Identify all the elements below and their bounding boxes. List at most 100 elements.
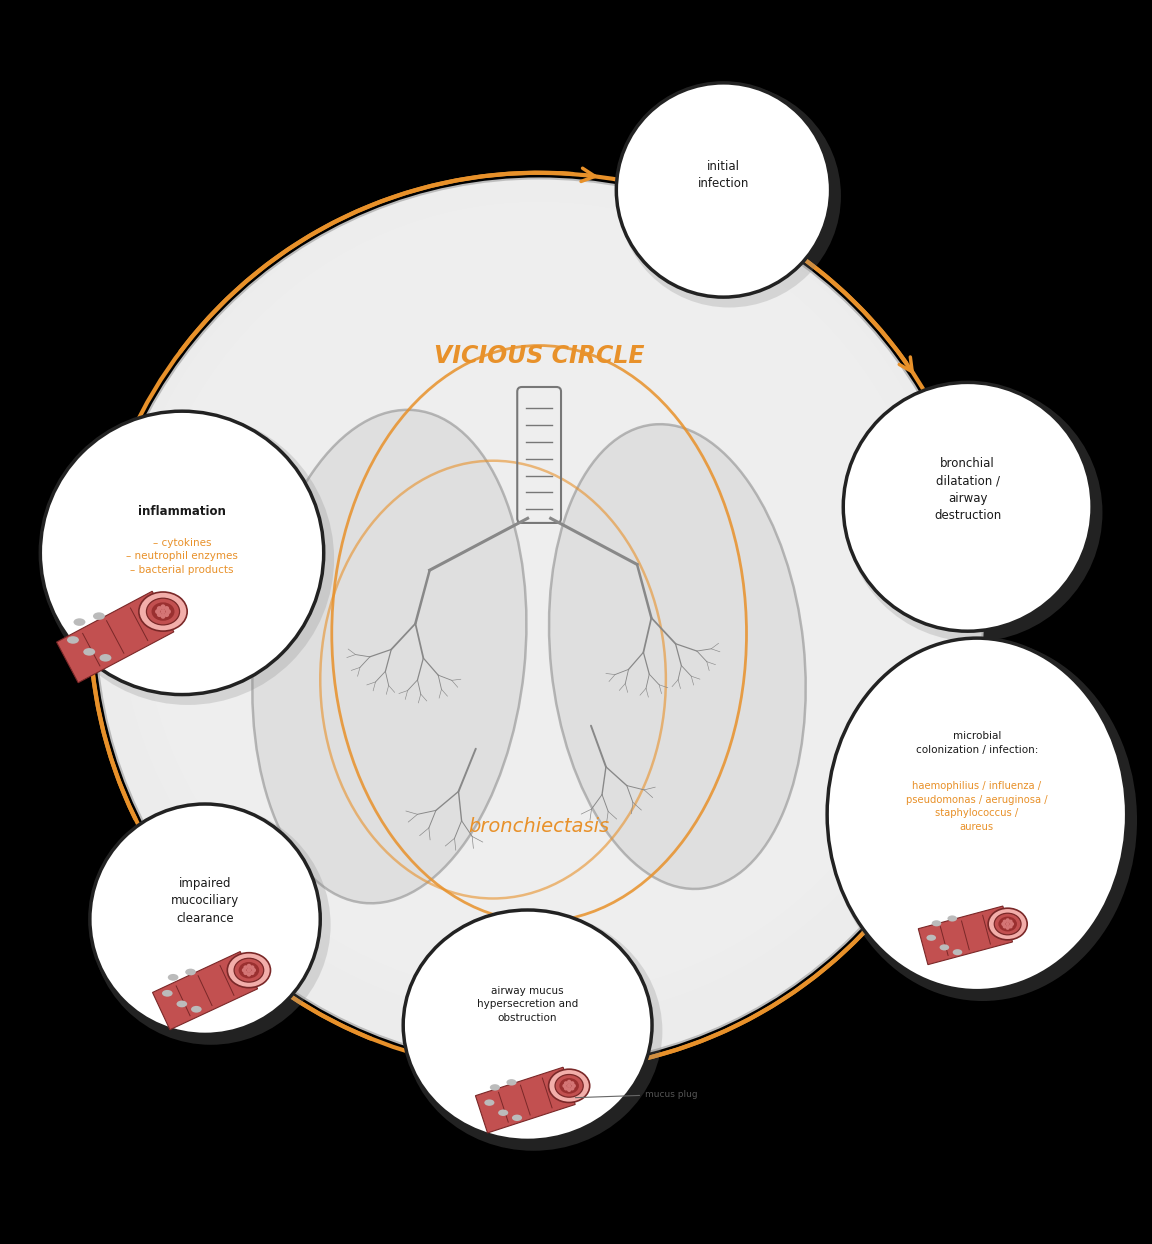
Circle shape <box>247 968 251 973</box>
Ellipse shape <box>176 1000 187 1008</box>
Ellipse shape <box>999 917 1017 932</box>
Ellipse shape <box>988 908 1028 939</box>
Ellipse shape <box>616 83 831 297</box>
Text: haemophilius / influenza /
pseudomonas / aeruginosa /
staphylococcus /
aureus: haemophilius / influenza / pseudomonas /… <box>907 781 1047 832</box>
Text: VICIOUS CIRCLE: VICIOUS CIRCLE <box>434 343 644 368</box>
Ellipse shape <box>165 225 914 973</box>
Polygon shape <box>56 591 174 683</box>
Circle shape <box>250 970 255 975</box>
Ellipse shape <box>96 178 983 1066</box>
Circle shape <box>1009 919 1013 923</box>
Circle shape <box>1001 922 1006 926</box>
Ellipse shape <box>932 921 941 927</box>
Text: inflammation: inflammation <box>138 505 226 518</box>
Ellipse shape <box>994 913 1021 934</box>
Circle shape <box>247 964 251 968</box>
Text: bronchiectasis: bronchiectasis <box>469 816 609 836</box>
Circle shape <box>1002 919 1007 923</box>
Ellipse shape <box>940 944 949 950</box>
Circle shape <box>567 1087 571 1092</box>
Circle shape <box>1010 922 1014 926</box>
Circle shape <box>1006 918 1009 922</box>
Ellipse shape <box>548 1069 590 1102</box>
Ellipse shape <box>91 805 331 1045</box>
Ellipse shape <box>252 409 526 903</box>
Ellipse shape <box>41 412 334 705</box>
Ellipse shape <box>152 602 174 621</box>
Ellipse shape <box>74 618 85 626</box>
Circle shape <box>243 970 248 975</box>
Text: microbial
colonization / infection:: microbial colonization / infection: <box>916 731 1038 755</box>
Circle shape <box>160 610 166 615</box>
Ellipse shape <box>498 1110 508 1116</box>
Circle shape <box>166 610 170 615</box>
Circle shape <box>243 965 248 970</box>
Circle shape <box>1006 922 1009 926</box>
Circle shape <box>1009 924 1013 928</box>
Polygon shape <box>918 906 1013 964</box>
Circle shape <box>247 972 251 977</box>
Circle shape <box>156 610 160 615</box>
Ellipse shape <box>550 424 805 889</box>
Ellipse shape <box>227 953 271 988</box>
Circle shape <box>160 613 166 618</box>
Ellipse shape <box>185 969 196 975</box>
Ellipse shape <box>168 974 179 980</box>
Text: impaired
mucociliary
clearance: impaired mucociliary clearance <box>170 877 240 924</box>
Ellipse shape <box>511 1115 522 1121</box>
Ellipse shape <box>490 1085 500 1091</box>
Ellipse shape <box>238 962 259 979</box>
Circle shape <box>563 1081 568 1086</box>
Ellipse shape <box>93 612 105 620</box>
Ellipse shape <box>555 1075 583 1097</box>
Text: airway mucus
hypersecretion and
obstruction: airway mucus hypersecretion and obstruct… <box>477 985 578 1023</box>
Ellipse shape <box>947 916 957 922</box>
Circle shape <box>567 1084 571 1088</box>
Polygon shape <box>152 952 258 1030</box>
Circle shape <box>571 1084 576 1088</box>
Ellipse shape <box>146 598 180 624</box>
Polygon shape <box>476 1067 575 1133</box>
Ellipse shape <box>404 911 662 1151</box>
Circle shape <box>570 1081 575 1086</box>
Ellipse shape <box>843 382 1092 631</box>
Text: mucus plug: mucus plug <box>575 1090 698 1098</box>
Ellipse shape <box>507 1079 516 1086</box>
Ellipse shape <box>99 654 112 662</box>
Circle shape <box>570 1086 575 1091</box>
Circle shape <box>250 965 255 970</box>
Ellipse shape <box>926 934 937 940</box>
Ellipse shape <box>40 412 324 694</box>
Text: – cytokines
– neutrophil enzymes
– bacterial products: – cytokines – neutrophil enzymes – bacte… <box>126 537 238 575</box>
Ellipse shape <box>828 639 1137 1001</box>
Circle shape <box>157 612 162 617</box>
Circle shape <box>563 1086 568 1091</box>
Ellipse shape <box>617 85 841 307</box>
Circle shape <box>157 606 162 611</box>
Circle shape <box>164 606 169 611</box>
Circle shape <box>251 968 256 973</box>
Ellipse shape <box>953 949 962 955</box>
Ellipse shape <box>827 638 1127 990</box>
Ellipse shape <box>403 911 652 1141</box>
Ellipse shape <box>139 592 187 631</box>
Ellipse shape <box>162 990 173 996</box>
Ellipse shape <box>119 178 960 1019</box>
Circle shape <box>567 1080 571 1084</box>
Ellipse shape <box>484 1100 494 1106</box>
Ellipse shape <box>844 383 1102 642</box>
Circle shape <box>160 605 166 610</box>
Circle shape <box>562 1084 567 1088</box>
Ellipse shape <box>142 202 937 996</box>
Ellipse shape <box>234 958 264 982</box>
Ellipse shape <box>90 804 320 1035</box>
Ellipse shape <box>191 1006 202 1013</box>
Ellipse shape <box>67 636 79 643</box>
Ellipse shape <box>83 648 96 656</box>
Circle shape <box>164 612 169 617</box>
Ellipse shape <box>560 1079 579 1093</box>
Text: bronchial
dilatation /
airway
destruction: bronchial dilatation / airway destructio… <box>934 457 1001 522</box>
Circle shape <box>1006 926 1009 929</box>
Circle shape <box>1002 924 1007 928</box>
Text: initial
infection: initial infection <box>698 159 749 190</box>
